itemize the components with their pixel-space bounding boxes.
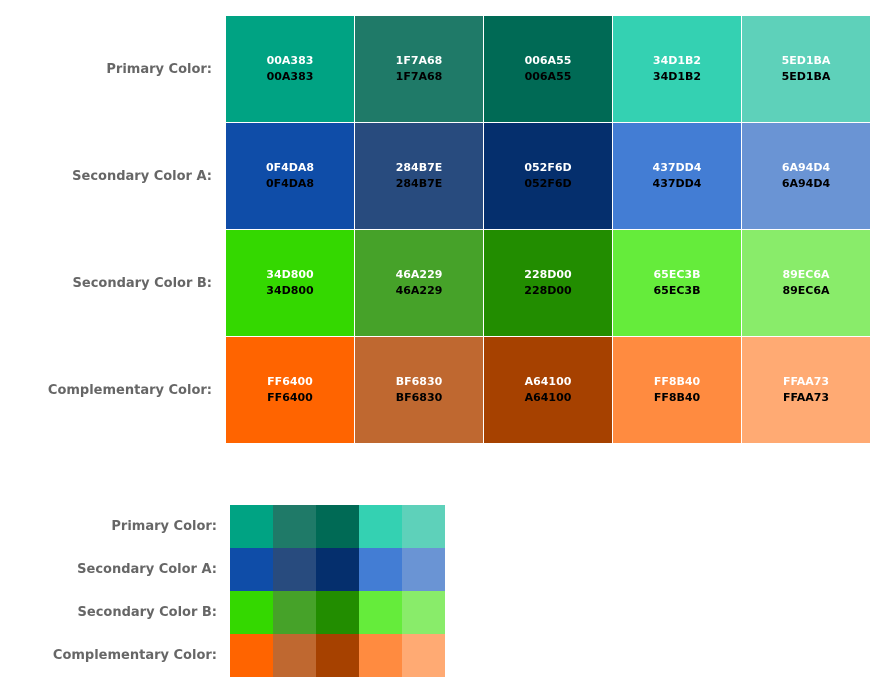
small-swatch[interactable] [359,548,402,591]
hex-code-light: FF6400 [267,375,313,388]
small-swatch[interactable] [230,591,273,634]
palette-table-large: Primary Color: 00A383 00A383 1F7A68 1F7A68… [0,16,871,444]
hex-code-light: 052F6D [524,161,572,174]
swatch-cell[interactable]: 5ED1BA 5ED1BA [742,16,870,122]
hex-code-dark: 0F4DA8 [265,177,315,190]
swatch-cell[interactable]: FFAA73 FFAA73 [742,337,870,443]
small-swatch[interactable] [316,548,359,591]
hex-code-dark: 00A383 [266,70,314,83]
hex-code-dark: 6A94D4 [781,177,831,190]
row-label: Secondary Color A: [72,169,212,184]
row-label: Primary Color: [106,62,212,77]
swatch-cell[interactable]: 34D800 34D800 [226,230,354,336]
small-swatch[interactable] [230,548,273,591]
swatch-cell[interactable]: 00A383 00A383 [226,16,354,122]
small-swatch[interactable] [273,634,316,677]
hex-code-dark: 1F7A68 [395,70,443,83]
swatch-cell[interactable]: BF6830 BF6830 [355,337,483,443]
swatch-cell[interactable]: FF6400 FF6400 [226,337,354,443]
hex-code-dark: 052F6D [524,177,572,190]
hex-code-light: 437DD4 [652,161,702,174]
small-swatch[interactable] [316,505,359,548]
row-label: Secondary Color B: [72,276,212,291]
swatch-cell[interactable]: 89EC6A 89EC6A [742,230,870,336]
small-swatch[interactable] [402,591,445,634]
palette-row-complementary: Complementary Color: FF6400 FF6400 BF6830… [0,337,871,444]
hex-code-light: 0F4DA8 [265,161,315,174]
swatch-cell[interactable]: FF8B40 FF8B40 [613,337,741,443]
small-swatch[interactable] [359,591,402,634]
hex-code-light: 34D1B2 [652,54,702,67]
swatch-cell[interactable]: 34D1B2 34D1B2 [613,16,741,122]
hex-code-dark: 006A55 [524,70,572,83]
swatch-cell[interactable]: 006A55 006A55 [484,16,612,122]
swatch-cell[interactable]: 1F7A68 1F7A68 [355,16,483,122]
palette-table-small: Primary Color: Secondary Color A: Second… [0,505,445,677]
small-swatch[interactable] [273,591,316,634]
small-swatch[interactable] [273,505,316,548]
hex-code-light: 6A94D4 [781,161,831,174]
small-row-primary: Primary Color: [0,505,445,548]
hex-code-dark: 34D800 [266,284,314,297]
hex-code-light: 1F7A68 [395,54,443,67]
swatch-cell[interactable]: 052F6D 052F6D [484,123,612,229]
small-row-secondary-b: Secondary Color B: [0,591,445,634]
hex-code-light: 34D800 [266,268,314,281]
small-row-label: Secondary Color B: [77,605,217,620]
hex-code-dark: 228D00 [524,284,572,297]
small-row-label: Complementary Color: [52,648,217,663]
hex-code-light: 228D00 [524,268,572,281]
row-label: Complementary Color: [47,383,212,398]
hex-code-light: FF8B40 [653,375,701,388]
hex-code-dark: 34D1B2 [652,70,702,83]
palette-row-secondary-b: Secondary Color B: 34D800 34D800 46A229 46… [0,230,871,337]
swatch-cell[interactable]: 437DD4 437DD4 [613,123,741,229]
swatch-cell[interactable]: 46A229 46A229 [355,230,483,336]
hex-code-light: BF6830 [395,375,443,388]
small-swatch[interactable] [230,634,273,677]
hex-code-dark: 46A229 [395,284,443,297]
hex-code-light: 65EC3B [653,268,701,281]
palette-row-primary: Primary Color: 00A383 00A383 1F7A68 1F7A68… [0,16,871,123]
hex-code-dark: 89EC6A [782,284,830,297]
small-swatch[interactable] [316,591,359,634]
swatch-cell[interactable]: 6A94D4 6A94D4 [742,123,870,229]
small-row-complementary: Complementary Color: [0,634,445,677]
hex-code-light: 46A229 [395,268,443,281]
small-row-secondary-a: Secondary Color A: [0,548,445,591]
hex-code-dark: A64100 [524,391,572,404]
hex-code-dark: BF6830 [395,391,443,404]
hex-code-light: 006A55 [524,54,572,67]
hex-code-dark: FFAA73 [782,391,830,404]
swatch-cell[interactable]: 65EC3B 65EC3B [613,230,741,336]
swatch-cell[interactable]: A64100 A64100 [484,337,612,443]
hex-code-dark: FF8B40 [653,391,701,404]
small-swatch[interactable] [402,505,445,548]
small-swatch[interactable] [316,634,359,677]
hex-code-dark: 5ED1BA [781,70,831,83]
hex-code-light: 00A383 [266,54,314,67]
small-swatch[interactable] [273,548,316,591]
swatch-cell[interactable]: 284B7E 284B7E [355,123,483,229]
small-row-label: Secondary Color A: [77,562,217,577]
hex-code-dark: FF6400 [267,391,313,404]
hex-code-dark: 284B7E [395,177,443,190]
hex-code-light: 5ED1BA [781,54,831,67]
hex-code-light: FFAA73 [782,375,830,388]
small-swatch[interactable] [230,505,273,548]
small-swatch[interactable] [359,634,402,677]
hex-code-light: 89EC6A [782,268,830,281]
hex-code-dark: 437DD4 [652,177,702,190]
small-row-label: Primary Color: [111,519,217,534]
palette-row-secondary-a: Secondary Color A: 0F4DA8 0F4DA8 284B7E 28… [0,123,871,230]
small-swatch[interactable] [402,548,445,591]
swatch-cell[interactable]: 228D00 228D00 [484,230,612,336]
swatch-cell[interactable]: 0F4DA8 0F4DA8 [226,123,354,229]
hex-code-light: 284B7E [395,161,443,174]
hex-code-light: A64100 [524,375,572,388]
hex-code-dark: 65EC3B [653,284,701,297]
small-swatch[interactable] [359,505,402,548]
small-swatch[interactable] [402,634,445,677]
